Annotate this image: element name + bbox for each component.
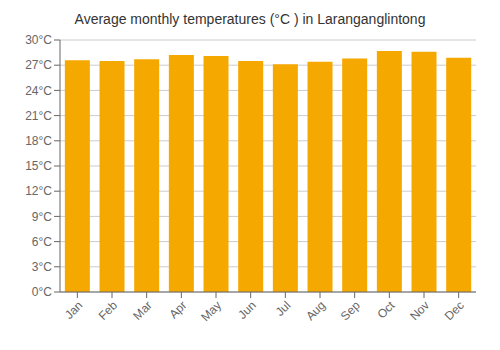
svg-text:18°C: 18°C [25,134,52,148]
svg-text:27°C: 27°C [25,58,52,72]
svg-text:Jun: Jun [235,298,259,322]
svg-text:Nov: Nov [407,298,432,323]
svg-text:30°C: 30°C [25,33,52,47]
svg-text:21°C: 21°C [25,109,52,123]
svg-text:Dec: Dec [442,298,467,323]
html-text:Average monthly temperatures (: Average monthly temperatures (°C ) in La… [74,11,426,27]
svg-text:Oct: Oct [374,298,398,322]
svg-text:Jul: Jul [273,298,294,319]
svg-text:Aug: Aug [303,298,328,323]
svg-text:Apr: Apr [166,298,189,321]
svg-text:12°C: 12°C [25,184,52,198]
svg-text:Mar: Mar [130,298,155,323]
svg-text:Feb: Feb [96,298,121,323]
svg-text:May: May [198,298,224,324]
svg-text:3°C: 3°C [32,260,52,274]
svg-text:15°C: 15°C [25,159,52,173]
svg-text:24°C: 24°C [25,84,52,98]
svg-text:6°C: 6°C [32,235,52,249]
svg-text:Jan: Jan [62,298,86,322]
svg-text:Sep: Sep [338,298,363,323]
svg-text:9°C: 9°C [32,210,52,224]
svg-text:0°C: 0°C [32,285,52,299]
